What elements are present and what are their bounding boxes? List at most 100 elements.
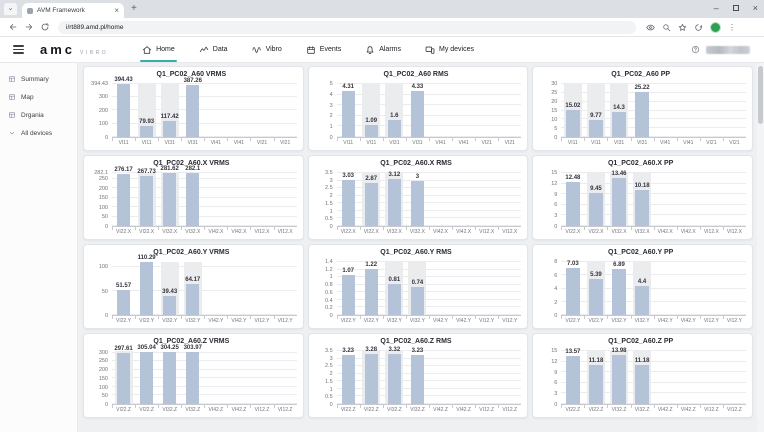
bar[interactable] [387, 120, 402, 137]
maximize-icon[interactable] [732, 1, 739, 15]
bar[interactable] [612, 269, 626, 315]
chart-card[interactable]: Q1_PC02_A60.X VRMS 282.1 250 200 150 100 50 0 27… [83, 155, 304, 240]
profile-avatar[interactable] [710, 21, 721, 33]
nav-item-vibro[interactable]: Vibro [251, 37, 282, 62]
bar[interactable] [186, 173, 200, 226]
bar[interactable] [116, 290, 131, 315]
nav-item-data[interactable]: Data [199, 37, 228, 62]
bar[interactable] [139, 351, 154, 404]
bar[interactable] [163, 173, 177, 226]
chart-card[interactable]: Q1_PC02_A60 PP 30 25 20 15 10 5 0 15.02 9.77 14.3 2… [532, 66, 753, 151]
bar[interactable] [116, 174, 131, 226]
x-tick-label: VI22.Z [584, 404, 607, 413]
bar[interactable] [364, 354, 378, 404]
bar[interactable] [341, 355, 355, 404]
bar[interactable] [635, 92, 649, 137]
chart-card[interactable]: Q1_PC02_A60.X RMS 3.5 3 2.5 2 1.5 1 0.5 0 3.03 2.8… [307, 155, 529, 240]
extensions-icon[interactable] [694, 23, 703, 32]
bar[interactable] [341, 180, 355, 226]
x-tick-label: VI12.Y [250, 315, 273, 324]
nav-item-events[interactable]: Events [306, 37, 341, 62]
bar[interactable] [387, 284, 402, 315]
bar[interactable] [635, 285, 649, 315]
bar[interactable] [186, 284, 200, 315]
bar[interactable] [364, 268, 378, 315]
bar-slot: 394.43 [112, 77, 135, 137]
forward-icon[interactable] [24, 22, 34, 32]
bar[interactable] [163, 351, 177, 404]
browser-tab[interactable]: AVM Framework × [22, 3, 124, 18]
reload-icon[interactable] [40, 22, 50, 32]
tab-search-icon[interactable]: ⌄ [4, 3, 17, 15]
back-icon[interactable] [8, 22, 18, 32]
nav-item-my-devices[interactable]: My devices [425, 37, 474, 62]
chart-title: Q1_PC02_A60.Y RMS [380, 249, 452, 256]
zoom-icon[interactable] [662, 23, 671, 32]
browser-menu-kebab-icon[interactable]: ⋮ [728, 22, 736, 32]
bar[interactable] [612, 111, 626, 137]
new-tab-button[interactable]: + [131, 3, 137, 14]
bar[interactable] [116, 84, 131, 137]
bar[interactable] [410, 91, 425, 137]
bar[interactable] [364, 125, 378, 137]
bar[interactable] [589, 192, 603, 226]
bar[interactable] [387, 178, 402, 226]
bar[interactable] [566, 268, 580, 315]
chart-card[interactable]: Q1_PC02_A60.Y PP 8 6 4 2 0 7.03 5.39 6.89 4.4 VI22… [532, 244, 753, 329]
bar[interactable] [589, 119, 603, 137]
chart-card[interactable]: Q1_PC02_A60 VRMS 394.43 300 200 100 0 394.43 79… [83, 66, 304, 151]
bar-slots: 12.48 9.45 13.46 10.18 [561, 171, 746, 226]
bar[interactable] [139, 175, 154, 226]
sidebar-item-map[interactable]: Map [0, 88, 77, 106]
bookmark-star-icon[interactable] [678, 23, 687, 32]
user-name-blurred[interactable] [706, 45, 750, 54]
x-tick-label: VI32.Y [181, 315, 204, 324]
chart-card[interactable]: Q1_PC02_A60.Y RMS 1.4 1.2 1 0.8 0.6 0.4 0.2 0 1.0… [307, 244, 529, 329]
bar[interactable] [116, 353, 131, 404]
hamburger-menu-icon[interactable] [13, 43, 24, 56]
bar[interactable] [139, 126, 154, 137]
bar[interactable] [163, 121, 177, 137]
sidebar-item-drgania[interactable]: Drgania [0, 106, 77, 124]
chart-card[interactable]: Q1_PC02_A60 RMS 5 4 3 2 1 0 4.31 1.09 1.6 4.33 VI11… [307, 66, 529, 151]
bar[interactable] [410, 180, 425, 226]
chart-card[interactable]: Q1_PC02_A60.X PP 15 12 9 6 3 0 12.48 9.45 13.46 10… [532, 155, 753, 240]
chart-card[interactable]: Q1_PC02_A60.Z PP 15 12 9 6 3 0 13.57 11.18 13.98 1… [532, 333, 753, 418]
chart-card[interactable]: Q1_PC02_A60.Z VRMS 300 250 200 150 100 50 0 297.… [83, 333, 304, 418]
nav-item-alarms[interactable]: Alarms [365, 37, 401, 62]
chart-card[interactable]: Q1_PC02_A60.Z RMS 3.5 3 2.5 2 1.5 1 0.5 0 3.23 3.2… [307, 333, 529, 418]
bar[interactable] [566, 110, 580, 137]
bar[interactable] [341, 274, 355, 315]
bar[interactable] [589, 279, 603, 315]
sidebar-item-summary[interactable]: Summary [0, 70, 77, 88]
bar[interactable] [387, 353, 402, 404]
minimize-icon[interactable]: – [713, 3, 719, 13]
scrollbar-thumb[interactable] [758, 66, 763, 124]
bar[interactable] [186, 84, 200, 137]
nav-item-home[interactable]: Home [140, 37, 177, 62]
y-tick-label: 3 [554, 213, 558, 220]
url-bar[interactable]: i/rt889.amd.pl/home [58, 20, 636, 34]
bar[interactable] [612, 354, 626, 404]
bar[interactable] [612, 178, 626, 226]
bar[interactable] [566, 356, 580, 404]
bar[interactable] [364, 182, 378, 226]
sidebar-item-all-devices[interactable]: All devices [0, 124, 77, 142]
bar[interactable] [410, 355, 425, 404]
tab-close-icon[interactable]: × [114, 6, 119, 15]
help-icon[interactable] [691, 45, 700, 54]
bar[interactable] [635, 364, 649, 404]
bar[interactable] [163, 296, 177, 315]
bar[interactable] [341, 91, 355, 137]
bar[interactable] [410, 287, 425, 315]
bar[interactable] [635, 190, 649, 226]
bar[interactable] [566, 181, 580, 226]
close-icon[interactable]: × [752, 3, 758, 13]
eye-icon[interactable] [646, 23, 655, 32]
bar[interactable] [139, 262, 154, 315]
bar[interactable] [186, 352, 200, 404]
x-tick-label: VI12.Y [498, 315, 521, 324]
chart-card[interactable]: Q1_PC02_A60.Y VRMS 100 50 0 51.57 110.29 39.43… [83, 244, 304, 329]
scrollbar[interactable] [757, 63, 764, 432]
bar[interactable] [589, 364, 603, 404]
